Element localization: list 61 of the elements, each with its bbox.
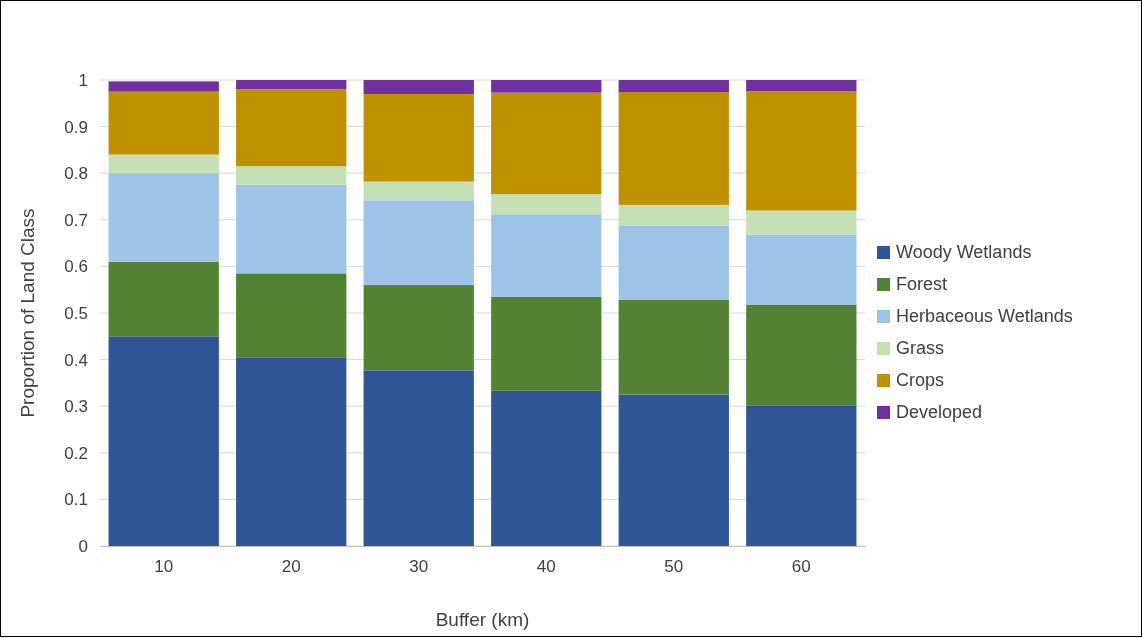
x-tick-label: 30 <box>409 557 429 577</box>
bar <box>491 92 602 195</box>
bar <box>108 261 219 337</box>
bar <box>236 89 347 167</box>
x-tick-label: 40 <box>536 557 556 577</box>
y-axis-title: Proportion of Land Class <box>17 208 38 418</box>
bar <box>108 81 219 92</box>
bar <box>491 194 602 215</box>
bar <box>108 173 219 262</box>
y-tick-label: 0.4 <box>64 350 88 370</box>
legend-label: Crops <box>896 370 945 390</box>
bar <box>746 234 857 305</box>
bar <box>363 285 474 371</box>
bar <box>236 184 347 274</box>
y-tick-label: 0.9 <box>64 117 88 137</box>
x-axis-title: Buffer (km) <box>435 609 530 630</box>
bar <box>618 225 729 300</box>
bar <box>746 304 857 406</box>
bar <box>108 91 219 155</box>
legend-label: Forest <box>896 274 948 294</box>
bar <box>618 80 729 93</box>
x-tick-label: 10 <box>154 557 174 577</box>
bar <box>236 80 347 90</box>
legend-label: Developed <box>896 402 983 422</box>
bar <box>746 405 857 546</box>
bar <box>363 80 474 94</box>
x-tick-label: 20 <box>281 557 301 577</box>
y-tick-label: 0.8 <box>64 164 88 184</box>
legend-label: Grass <box>896 338 945 358</box>
y-tick-label: 1 <box>78 70 88 90</box>
bar <box>746 91 857 211</box>
bar <box>236 166 347 185</box>
y-tick-label: 0.6 <box>64 257 88 277</box>
bar <box>746 80 857 92</box>
bar <box>108 154 219 174</box>
y-tick-label: 0.7 <box>64 210 88 230</box>
bar <box>491 296 602 391</box>
bar <box>491 80 602 93</box>
y-tick-label: 0.1 <box>64 490 88 510</box>
bar <box>363 181 474 201</box>
y-tick-label: 0.5 <box>64 303 88 323</box>
bar <box>618 394 729 546</box>
legend-label: Woody Wetlands <box>896 242 1032 262</box>
bar <box>746 210 857 235</box>
bar <box>236 357 347 546</box>
bar <box>363 200 474 286</box>
y-tick-label: 0.3 <box>64 397 88 417</box>
bar <box>363 93 474 182</box>
bar <box>491 390 602 546</box>
bar <box>363 370 474 546</box>
bar <box>491 214 602 297</box>
y-tick-label: 0.2 <box>64 443 88 463</box>
x-tick-label: 60 <box>791 557 811 577</box>
x-tick-label: 50 <box>664 557 684 577</box>
y-tick-label: 0 <box>78 536 88 556</box>
bar <box>618 204 729 226</box>
bar <box>236 273 347 358</box>
legend-label: Herbaceous Wetlands <box>896 306 1073 326</box>
bar <box>618 92 729 205</box>
bar <box>108 336 219 546</box>
bar <box>618 299 729 395</box>
